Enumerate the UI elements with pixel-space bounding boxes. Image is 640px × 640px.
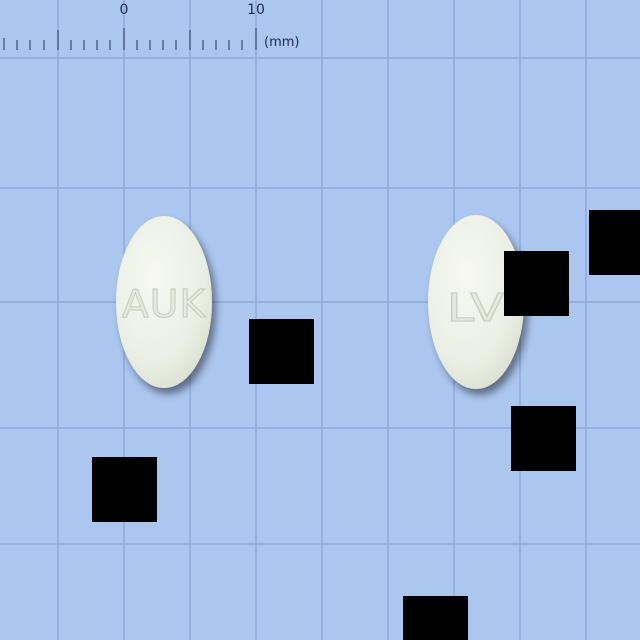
ruler-label-0: 0 bbox=[120, 2, 129, 18]
redaction-box bbox=[504, 251, 569, 316]
redaction-boxes bbox=[92, 210, 640, 640]
pill-right bbox=[428, 215, 524, 389]
ruler-label-10: 10 bbox=[247, 2, 265, 18]
pill-imprint-right: LV bbox=[447, 286, 505, 330]
redaction-box bbox=[589, 210, 640, 275]
redaction-box bbox=[249, 319, 314, 384]
pill-left bbox=[116, 216, 212, 388]
redaction-box bbox=[92, 457, 157, 522]
ruler-unit-label: (mm) bbox=[264, 35, 299, 50]
redaction-box bbox=[511, 406, 576, 471]
ruler bbox=[3, 28, 257, 50]
redaction-box bbox=[403, 596, 468, 640]
pill-imprint-left: AUK bbox=[122, 282, 206, 326]
